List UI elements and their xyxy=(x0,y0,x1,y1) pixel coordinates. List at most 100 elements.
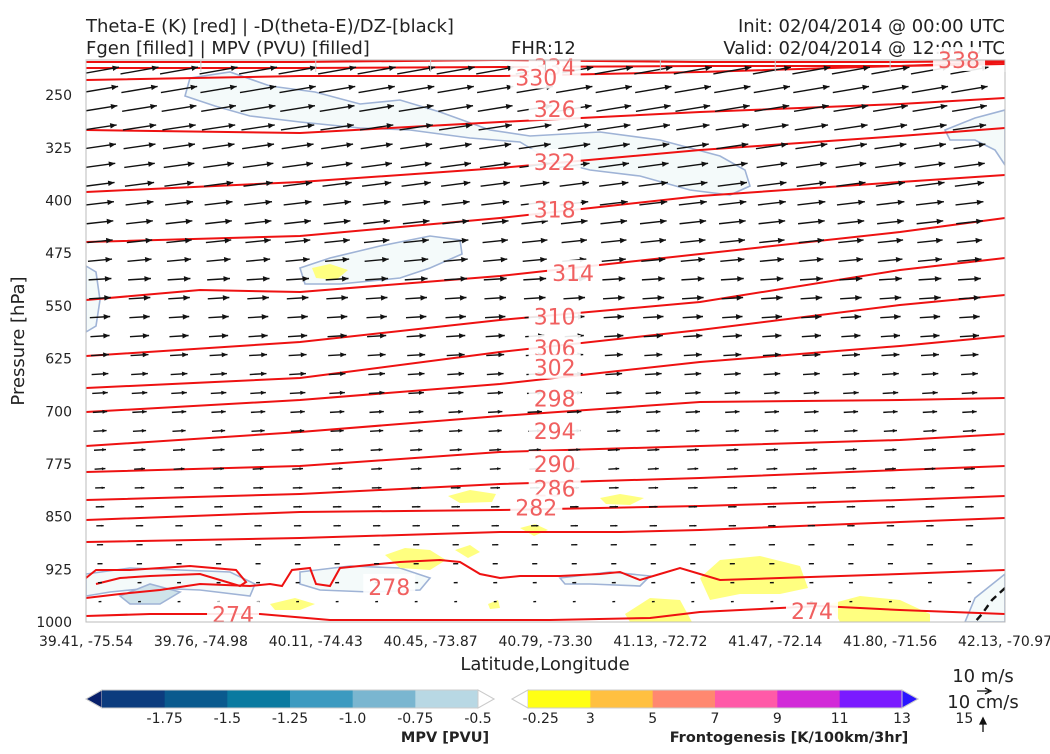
wind-arrow-head xyxy=(940,123,947,128)
wind-arrow-head xyxy=(901,104,908,109)
mpv-colorbar-ticks: -1.75-1.5-1.25-1.0-0.75-0.5-0.25 xyxy=(147,711,559,727)
wind-arrow-head xyxy=(981,85,988,90)
wind-arrow-head xyxy=(418,506,421,508)
wind-arrow-head xyxy=(821,142,828,147)
wind-arrow-head xyxy=(774,486,777,489)
wind-arrow-head xyxy=(696,372,702,377)
wind-arrow-head xyxy=(379,372,385,377)
wind-arrow-head xyxy=(340,352,346,357)
colorbar-extend-high xyxy=(478,690,494,708)
wind-arrow-head xyxy=(380,352,386,357)
contour-label: 302 xyxy=(534,357,576,382)
wind-arrow-head xyxy=(111,85,118,90)
wind-arrow-head xyxy=(735,391,740,395)
wind-arrow-head xyxy=(379,410,384,414)
wind-arrow-head xyxy=(459,372,465,377)
wind-arrow-head xyxy=(103,333,109,338)
wind-arrow-head xyxy=(971,506,974,508)
wind-arrow-head xyxy=(615,486,618,489)
y-tick-label: 850 xyxy=(45,510,72,526)
wind-arrow-head xyxy=(624,123,631,128)
contour-label: 310 xyxy=(534,305,576,330)
wind-arrow-head xyxy=(379,448,383,451)
wind-arrow-head xyxy=(425,142,432,147)
wind-arrow-head xyxy=(263,276,270,281)
wind-arrow-head xyxy=(142,391,147,395)
wind-arrow-head xyxy=(695,391,700,395)
wind-arrow-head xyxy=(974,295,981,300)
wind-arrow-head xyxy=(973,352,979,357)
wind-arrow-head xyxy=(814,372,820,377)
wind-arrow-head xyxy=(260,429,264,433)
wind-arrow-head xyxy=(775,372,781,377)
wind-arrow-head xyxy=(301,352,307,357)
wind-arrow-head xyxy=(780,161,787,166)
contour-label: 290 xyxy=(534,453,576,478)
colorbar-tick-label: 7 xyxy=(711,711,720,727)
wind-arrow-head xyxy=(774,467,778,470)
wind-arrow-head xyxy=(935,276,942,281)
fgen-region xyxy=(448,490,496,503)
wind-arrow-head xyxy=(102,448,106,451)
wind-arrow-head xyxy=(339,467,343,470)
wind-arrow-head xyxy=(419,391,424,395)
wind-arrow-head xyxy=(464,161,471,166)
wind-arrow-head xyxy=(301,333,307,338)
wind-arrow-head xyxy=(894,314,901,319)
wind-arrow-head xyxy=(102,429,106,433)
wind-arrow-head xyxy=(459,333,465,338)
wind-arrow-head xyxy=(900,142,907,147)
wind-arrow-head xyxy=(221,429,225,433)
wind-arrow-head xyxy=(656,352,662,357)
wind-arrow-head xyxy=(465,142,472,147)
wind-arrow-head xyxy=(853,486,856,489)
wind-arrow-head xyxy=(150,104,157,109)
wind-arrow-head xyxy=(933,333,939,338)
wind-legend-vertical: 10 cm/s xyxy=(947,692,1019,713)
wind-arrow-head xyxy=(388,85,395,90)
wind-arrow-head xyxy=(783,85,790,90)
wind-arrow-head xyxy=(504,142,511,147)
fgen-region xyxy=(600,494,644,505)
wind-arrow-head xyxy=(782,123,789,128)
x-tick-label: 40.11, -74.43 xyxy=(269,634,363,650)
wind-arrow-head xyxy=(933,352,939,357)
wind-arrow-head xyxy=(734,486,737,489)
x-tick-label: 39.41, -75.54 xyxy=(39,634,133,650)
wind-arrow-head xyxy=(381,295,388,300)
wind-arrow-head xyxy=(695,448,699,451)
wind-arrow-head xyxy=(816,276,823,281)
wind-arrow-head xyxy=(735,429,739,433)
wind-arrow-head xyxy=(104,314,111,319)
contour-label: 338 xyxy=(938,49,980,74)
wind-arrow-head xyxy=(419,333,425,338)
wind-arrow-head xyxy=(619,276,626,281)
wind-arrow-head xyxy=(262,295,269,300)
wind-arrow-head xyxy=(339,486,342,489)
wind-arrow-head xyxy=(895,295,902,300)
wind-arrow-head xyxy=(932,486,935,489)
wind-arrow-head xyxy=(895,276,902,281)
wind-arrow-head xyxy=(704,85,711,90)
wind-arrow-head xyxy=(142,410,147,414)
wind-arrow-head xyxy=(665,85,672,90)
colorbar-tick-label: -0.75 xyxy=(397,711,433,727)
wind-arrow-head xyxy=(260,506,263,508)
wind-arrow-head xyxy=(181,506,184,508)
wind-arrow-head xyxy=(267,142,274,147)
wind-arrow-head xyxy=(458,410,463,414)
wind-arrow-head xyxy=(497,448,501,451)
wind-arrow-head xyxy=(862,85,869,90)
wind-arrow-head xyxy=(775,314,782,319)
wind-arrow-head xyxy=(505,123,512,128)
wind-arrow-head xyxy=(735,410,740,414)
wind-arrow-head xyxy=(190,104,197,109)
wind-arrow-head xyxy=(346,161,353,166)
wind-arrow-head xyxy=(703,123,710,128)
wind-arrow-head xyxy=(458,429,462,433)
colorbar-swatch xyxy=(353,690,416,708)
wind-arrow-head xyxy=(500,276,507,281)
colorbar-tick-label: 15 xyxy=(955,711,973,727)
wind-arrow-head xyxy=(506,104,513,109)
